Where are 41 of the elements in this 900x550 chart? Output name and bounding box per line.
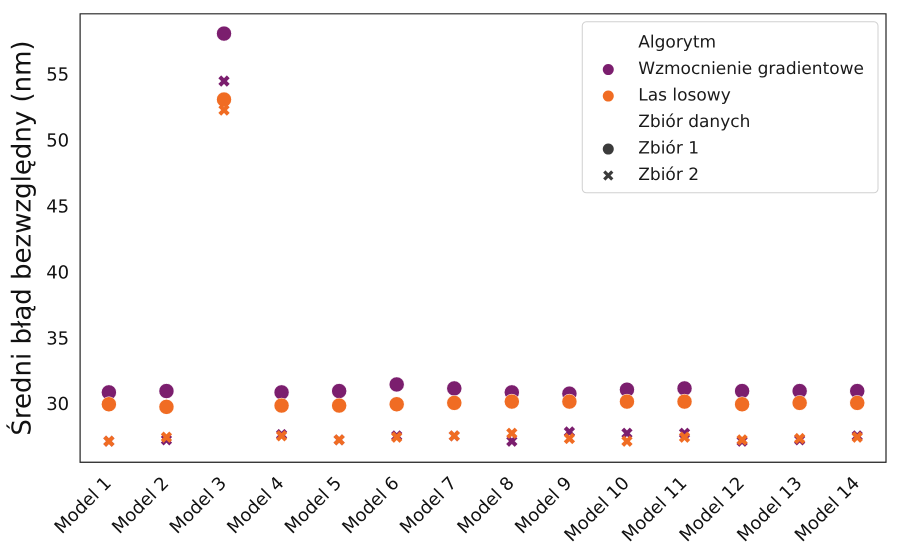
y-tick-label: 40 <box>46 262 70 284</box>
point <box>619 394 635 410</box>
point <box>331 383 347 399</box>
legend-label: Zbiór 2 <box>638 164 700 185</box>
point <box>849 395 865 411</box>
point <box>734 396 750 412</box>
y-tick-label: 55 <box>46 64 70 86</box>
legend-label: Las losowy <box>638 85 731 106</box>
point <box>676 380 692 396</box>
point <box>446 395 462 411</box>
point <box>676 394 692 410</box>
point <box>158 383 174 399</box>
point <box>678 430 691 444</box>
point <box>446 380 462 396</box>
legend-label: Wzmocnienie gradientowe <box>638 58 864 79</box>
y-tick-label: 45 <box>46 196 70 218</box>
y-axis-title: Średni błąd bezwzględny (nm) <box>5 40 38 436</box>
point <box>216 92 232 108</box>
annotation: Zbiór danych <box>638 112 750 132</box>
point <box>504 394 520 410</box>
point <box>620 434 634 448</box>
point <box>216 26 232 42</box>
point <box>331 398 347 414</box>
legend-label: Zbiór 1 <box>638 138 700 158</box>
point <box>506 427 518 440</box>
point <box>388 376 404 392</box>
point <box>388 396 404 412</box>
point <box>101 396 117 412</box>
point <box>562 394 578 410</box>
y-tick-label: 50 <box>46 130 70 152</box>
point <box>792 395 808 411</box>
point <box>218 74 230 88</box>
y-tick-label: 30 <box>46 394 70 416</box>
point <box>274 384 290 400</box>
point <box>734 383 750 399</box>
y-tick-label: 35 <box>46 328 70 350</box>
point <box>158 399 174 415</box>
point <box>160 430 173 444</box>
point <box>274 398 290 414</box>
point <box>563 432 576 445</box>
legend-title: Algorytm <box>638 32 716 52</box>
